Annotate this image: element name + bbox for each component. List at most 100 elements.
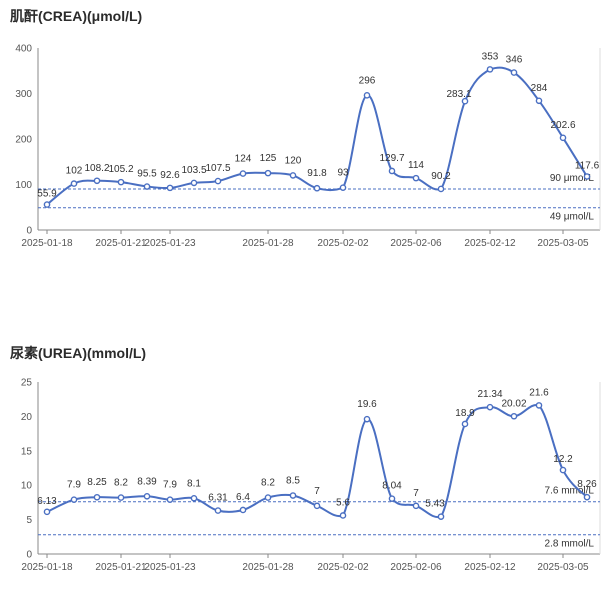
urea-data-label: 8.26 bbox=[577, 479, 597, 490]
crea-x-tick-label: 2025-02-02 bbox=[317, 238, 369, 249]
crea-data-point bbox=[239, 170, 247, 177]
urea-y-tick-label: 5 bbox=[26, 515, 32, 526]
crea-data-point bbox=[117, 178, 125, 186]
urea-data-label: 7 bbox=[314, 486, 320, 497]
urea-data-label: 8.5 bbox=[286, 476, 300, 487]
crea-data-label: 202.6 bbox=[550, 120, 575, 131]
crea-x-tick-label: 2025-02-12 bbox=[464, 238, 516, 249]
crea-data-point bbox=[412, 174, 420, 182]
urea-line-chart: 0 5 10 15 20 25 2025-01-18 2025-01-212025-01-23… bbox=[21, 378, 601, 573]
crea-data-label: 117.6 bbox=[575, 160, 600, 171]
crea-data-label: 296 bbox=[359, 75, 376, 86]
urea-y-tick-label: 25 bbox=[21, 378, 33, 389]
urea-data-point bbox=[363, 415, 371, 423]
urea-data-point bbox=[214, 507, 222, 514]
crea-data-label: 103.5 bbox=[181, 165, 206, 176]
urea-data-point bbox=[559, 466, 567, 474]
urea-data-label: 7.9 bbox=[67, 480, 81, 491]
crea-data-point bbox=[264, 169, 272, 177]
urea-x-tick-label: 2025-02-02 bbox=[317, 562, 369, 573]
urea-data-label: 8.25 bbox=[87, 477, 107, 488]
crea-data-label: 92.6 bbox=[160, 170, 180, 181]
urea-data-point bbox=[143, 492, 151, 500]
crea-data-label: 105.2 bbox=[108, 164, 133, 175]
urea-data-point bbox=[239, 506, 247, 514]
urea-data-point bbox=[583, 493, 591, 501]
urea-data-point bbox=[535, 402, 543, 409]
urea-data-point bbox=[412, 502, 420, 510]
urea-data-point bbox=[70, 496, 78, 503]
urea-data-label: 8.04 bbox=[382, 481, 402, 492]
crea-data-label: 284 bbox=[531, 83, 548, 94]
urea-data-label: 5.6 bbox=[336, 497, 350, 508]
urea-data-label: 5.43 bbox=[425, 499, 445, 510]
crea-reference-label: 49 μmol/L bbox=[550, 212, 595, 223]
crea-data-point bbox=[190, 179, 198, 187]
urea-x-tick-label: 2025-01-28 bbox=[242, 562, 294, 573]
crea-data-point bbox=[93, 177, 101, 185]
crea-data-label: 114 bbox=[408, 160, 424, 171]
urea-data-label: 8.2 bbox=[261, 478, 275, 489]
crea-x-tick-label: 2025-01-18 bbox=[21, 238, 73, 249]
urea-data-point bbox=[190, 494, 198, 502]
crea-data-point bbox=[388, 167, 396, 175]
urea-x-tick-label: 2025-03-05 bbox=[537, 562, 589, 573]
crea-data-label: 102 bbox=[66, 166, 83, 177]
urea-data-label: 18.9 bbox=[455, 408, 475, 419]
urea-x-tick-label: 2025-01-18 bbox=[21, 562, 73, 573]
crea-data-label: 125 bbox=[260, 153, 277, 164]
urea-data-label: 7 bbox=[413, 488, 419, 499]
crea-data-label: 120 bbox=[285, 155, 302, 166]
urea-data-point bbox=[43, 508, 51, 516]
urea-data-point bbox=[264, 494, 272, 501]
crea-data-point bbox=[559, 134, 567, 142]
urea-x-tick-label: 2025-02-06 bbox=[390, 562, 442, 573]
crea-data-label: 93 bbox=[337, 168, 349, 179]
urea-data-label: 6.31 bbox=[208, 493, 228, 504]
crea-reference-label: 90 μmol/L bbox=[550, 173, 595, 184]
crea-y-tick-label: 200 bbox=[15, 135, 32, 146]
crea-data-point bbox=[363, 92, 371, 99]
urea-data-point bbox=[388, 495, 396, 502]
crea-data-label: 283.1 bbox=[446, 89, 471, 100]
crea-data-label: 108.2 bbox=[84, 163, 109, 174]
urea-y-tick-label: 0 bbox=[26, 550, 32, 561]
urea-data-point bbox=[93, 493, 101, 501]
crea-series-line bbox=[46, 66, 588, 206]
urea-reference-label: 2.8 mmol/L bbox=[545, 539, 595, 550]
urea-data-label: 8.39 bbox=[137, 476, 157, 487]
urea-x-tick-label: 2025-02-12 bbox=[464, 562, 516, 573]
urea-data-point bbox=[486, 403, 494, 411]
crea-data-point bbox=[339, 184, 347, 191]
urea-data-label: 7.9 bbox=[163, 480, 177, 491]
crea-y-tick-label: 0 bbox=[26, 226, 32, 237]
crea-data-point bbox=[43, 201, 51, 208]
crea-data-point bbox=[437, 185, 445, 193]
crea-data-point bbox=[313, 184, 321, 192]
urea-data-point bbox=[313, 502, 321, 510]
crea-x-tick-label: 2025-03-05 bbox=[537, 238, 589, 249]
crea-data-point bbox=[583, 173, 591, 180]
crea-data-label: 346 bbox=[506, 55, 523, 66]
urea-data-point bbox=[461, 420, 469, 428]
crea-data-point bbox=[70, 180, 78, 187]
crea-data-point bbox=[510, 69, 518, 76]
urea-data-label: 12.2 bbox=[553, 454, 573, 465]
urea-reference-label: 7.6 mmol/L bbox=[545, 486, 595, 497]
crea-data-label: 55.9 bbox=[37, 189, 57, 200]
urea-x-tick-label: 2025-01-21 bbox=[95, 562, 147, 573]
crea-data-point bbox=[461, 97, 469, 105]
crea-data-label: 91.8 bbox=[307, 168, 327, 179]
crea-x-tick-label: 2025-02-06 bbox=[390, 238, 442, 249]
crea-data-label: 129.7 bbox=[379, 153, 404, 164]
crea-data-label: 95.5 bbox=[137, 169, 157, 180]
crea-y-tick-label: 400 bbox=[15, 44, 32, 55]
urea-y-tick-label: 20 bbox=[21, 412, 33, 423]
urea-chart-title: 尿素(UREA)(mmol/L) bbox=[10, 345, 147, 361]
crea-data-point bbox=[143, 183, 151, 190]
urea-data-point bbox=[510, 412, 518, 420]
urea-data-label: 21.6 bbox=[529, 387, 549, 398]
urea-data-label: 8.2 bbox=[114, 478, 128, 489]
urea-y-tick-label: 10 bbox=[21, 481, 33, 492]
